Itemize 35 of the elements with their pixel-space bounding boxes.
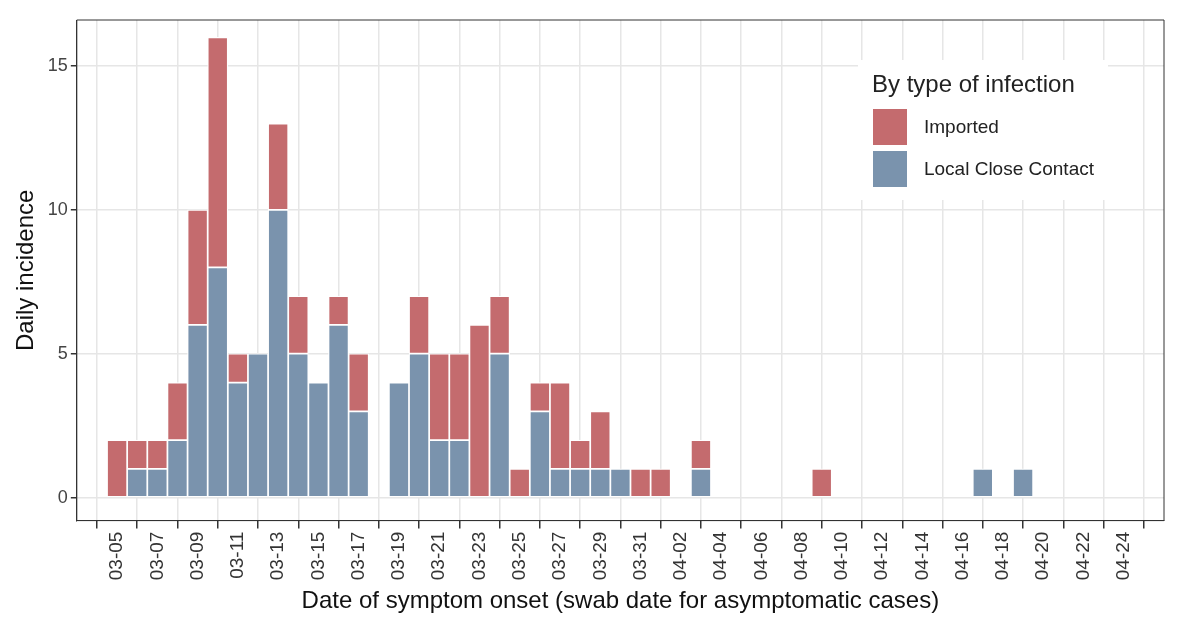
x-tick-label: 03-07: [145, 531, 167, 581]
x-tick-label: 03-21: [427, 531, 449, 581]
x-tick-label: 04-22: [1071, 531, 1093, 581]
x-tick-label: 04-04: [709, 531, 731, 581]
x-tick-label: 04-14: [910, 531, 932, 581]
legend-title: By type of infection: [871, 70, 1076, 98]
legend-label: Imported: [923, 116, 999, 138]
x-axis-title: Date of symptom onset (swab date for asymptomatic cases): [301, 586, 940, 614]
x-tick-label: 04-20: [1031, 531, 1053, 581]
x-tick-label: 04-10: [830, 531, 852, 581]
x-tick-label: 03-09: [185, 531, 207, 581]
x-tick-label: 04-16: [950, 531, 972, 581]
y-tick-label: 5: [57, 342, 68, 363]
y-tick-label: 15: [47, 55, 68, 75]
x-tick-label: 03-31: [628, 531, 650, 581]
x-tick-label: 04-02: [669, 531, 691, 581]
legend-label: Local Close Contact: [923, 158, 1094, 180]
x-tick-label: 03-15: [306, 531, 328, 581]
x-tick-label: 04-24: [1111, 531, 1133, 581]
x-tick-label: 04-12: [870, 531, 892, 581]
x-tick-label: 03-25: [507, 531, 529, 581]
x-tick-label: 04-18: [991, 531, 1013, 581]
x-tick-label: 03-05: [105, 531, 127, 581]
x-tick-label: 03-27: [548, 531, 570, 581]
y-axis-title: Daily incidence: [11, 189, 39, 352]
x-tick-label: 03-19: [387, 531, 409, 581]
y-tick-label: 10: [47, 198, 68, 219]
x-tick-label: 03-13: [266, 531, 288, 581]
x-tick-label: 03-23: [467, 531, 489, 581]
x-tick-label: 04-08: [789, 531, 811, 581]
x-tick-label: 04-06: [749, 531, 771, 581]
x-tick-label: 03-17: [346, 531, 368, 581]
x-tick-label: 03-29: [588, 531, 610, 581]
y-tick-label: 0: [57, 486, 68, 507]
x-tick-label: 03-11: [226, 531, 248, 579]
